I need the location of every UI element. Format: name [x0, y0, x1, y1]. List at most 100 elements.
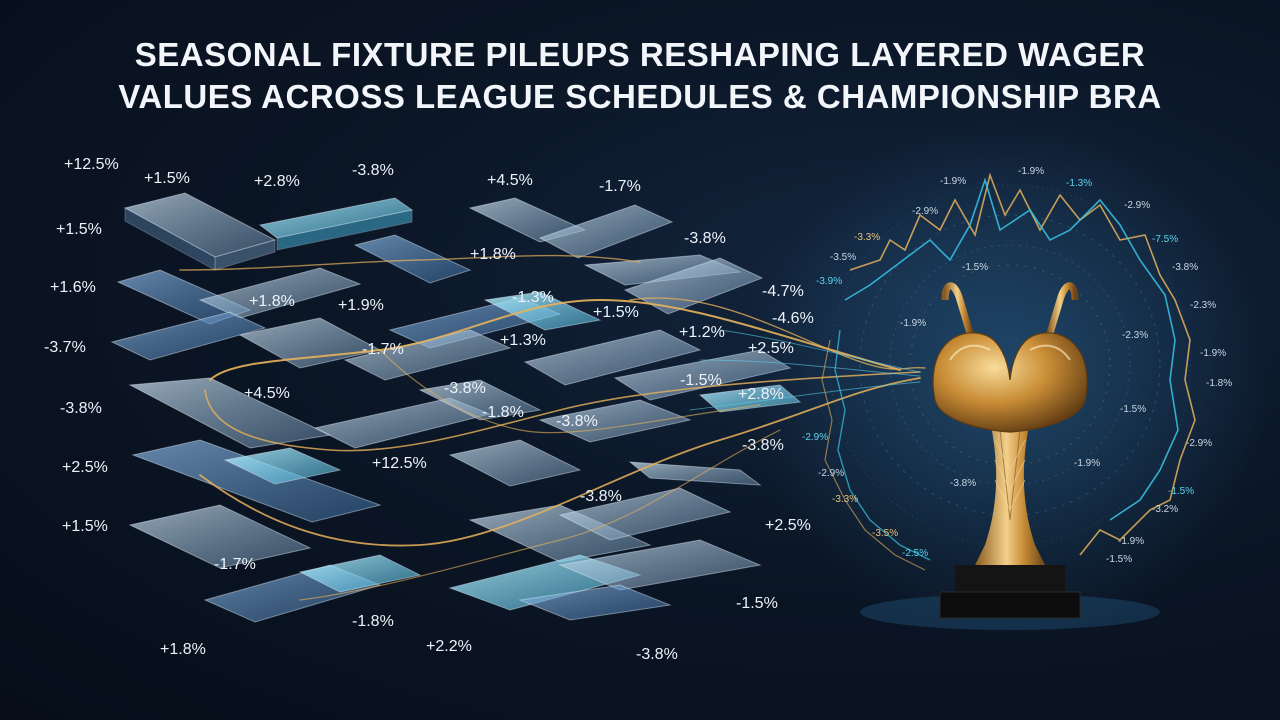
- glass-panel: [128, 504, 312, 569]
- ring-label: -1.9%: [900, 318, 927, 329]
- glass-panel: [110, 311, 267, 361]
- glass-panel: [558, 539, 762, 591]
- flow-line: [299, 429, 781, 601]
- value-label: -4.6%: [772, 310, 814, 327]
- trophy-strap-left: [941, 282, 976, 342]
- spectrum-line: [821, 339, 926, 571]
- value-label: -3.8%: [352, 162, 394, 179]
- value-label: +1.8%: [249, 293, 295, 310]
- title-line-1: SEASONAL FIXTURE PILEUPS RESHAPING LAYER…: [134, 36, 1146, 73]
- value-label: -1.7%: [362, 341, 404, 358]
- value-label: +2.2%: [426, 638, 472, 655]
- title-line-2: VALUES ACROSS LEAGUE SCHEDULES & CHAMPIO…: [118, 78, 1162, 115]
- ring-label: -2.5%: [902, 548, 929, 559]
- value-label: -1.8%: [352, 613, 394, 630]
- ring-label: -1.8%: [1206, 378, 1233, 389]
- flow-line: [204, 371, 921, 452]
- cyan-flow-lines: [689, 329, 921, 411]
- glass-panel: [558, 487, 732, 541]
- value-label: +1.5%: [62, 518, 108, 535]
- value-label: -3.7%: [44, 339, 86, 356]
- value-label: +2.5%: [748, 340, 794, 357]
- trophy-strap-right: [1044, 282, 1079, 342]
- flow-line: [699, 359, 921, 377]
- spectrum-line: [834, 329, 931, 561]
- flow-line: [209, 298, 901, 381]
- value-label: +1.2%: [679, 324, 725, 341]
- trophy-stem-weave: [994, 439, 1026, 512]
- glass-panel: [613, 349, 792, 401]
- value-label: -3.8%: [580, 488, 622, 505]
- value-label: +1.5%: [144, 170, 190, 187]
- page-title: SEASONAL FIXTURE PILEUPS RESHAPING LAYER…: [0, 34, 1280, 118]
- value-label: -1.7%: [214, 556, 256, 573]
- ring-label: -1.3%: [1066, 178, 1093, 189]
- glass-panel: [353, 234, 472, 284]
- ring-label: -1.5%: [1168, 486, 1195, 497]
- glass-panel: [198, 267, 362, 319]
- flow-line: [689, 381, 921, 411]
- trophy-cup: [932, 332, 1088, 433]
- glass-panels: [110, 192, 802, 623]
- flow-line: [379, 349, 761, 434]
- flow-line: [179, 254, 641, 271]
- glass-panel: [128, 377, 332, 449]
- value-label: -1.7%: [599, 178, 641, 195]
- value-label: +2.8%: [254, 173, 300, 190]
- glass-panel: [418, 379, 542, 421]
- trophy-highlight: [1029, 344, 1071, 361]
- value-label: +1.8%: [160, 641, 206, 658]
- glass-panel: [223, 447, 342, 485]
- trophy-base-top: [955, 565, 1065, 593]
- ring: [909, 264, 1111, 466]
- glass-panel: [538, 204, 674, 259]
- value-label: +2.8%: [738, 386, 784, 403]
- ring-label: -2.3%: [1122, 330, 1149, 341]
- spectrum-line: [844, 177, 1179, 521]
- ring-label: -3.3%: [832, 494, 859, 505]
- ring-graph: [821, 172, 1196, 571]
- ring-label: -1.5%: [1106, 554, 1133, 565]
- ring-label: -1.9%: [1118, 536, 1145, 547]
- value-label: +1.6%: [50, 279, 96, 296]
- ring-label: -2.9%: [1124, 200, 1151, 211]
- ring: [829, 184, 1191, 546]
- ring-label: -1.9%: [1200, 348, 1227, 359]
- ring-label: -3.5%: [830, 252, 857, 263]
- ring-label: -3.2%: [1152, 504, 1179, 515]
- value-label: -1.8%: [482, 404, 524, 421]
- ring-label: -1.9%: [1018, 166, 1045, 177]
- value-label: +1.8%: [470, 246, 516, 263]
- flow-line: [199, 377, 921, 547]
- glass-panel: [628, 461, 762, 486]
- value-label: -1.5%: [736, 595, 778, 612]
- value-label: +2.5%: [765, 517, 811, 534]
- value-label: -1.5%: [680, 372, 722, 389]
- value-label: +1.3%: [500, 332, 546, 349]
- trophy-stem: [975, 420, 1045, 565]
- glass-panel: [276, 209, 413, 251]
- value-label: +4.5%: [244, 385, 290, 402]
- glass-panel: [131, 439, 382, 523]
- spectrum-line: [849, 172, 1196, 556]
- flow-line: [719, 329, 921, 373]
- ring-label: -1.5%: [1120, 404, 1147, 415]
- ring-label: -3.3%: [854, 232, 881, 243]
- value-label: -4.7%: [762, 283, 804, 300]
- ring-label: -1.9%: [940, 176, 967, 187]
- trophy-icon: [932, 282, 1088, 619]
- value-label: -3.8%: [444, 380, 486, 397]
- ring-label: -2.9%: [1186, 438, 1213, 449]
- ring-label: -7.5%: [1152, 234, 1179, 245]
- value-label: +1.5%: [56, 221, 102, 238]
- glass-panel: [298, 554, 422, 593]
- ring-label: -3.9%: [816, 276, 843, 287]
- value-label: -3.8%: [742, 437, 784, 454]
- ring-label: -2.9%: [912, 206, 939, 217]
- value-label: -1.3%: [512, 289, 554, 306]
- trophy-stem-detail: [999, 429, 1021, 521]
- ring: [889, 244, 1131, 486]
- glass-panel: [623, 257, 764, 315]
- glass-panel: [448, 439, 582, 487]
